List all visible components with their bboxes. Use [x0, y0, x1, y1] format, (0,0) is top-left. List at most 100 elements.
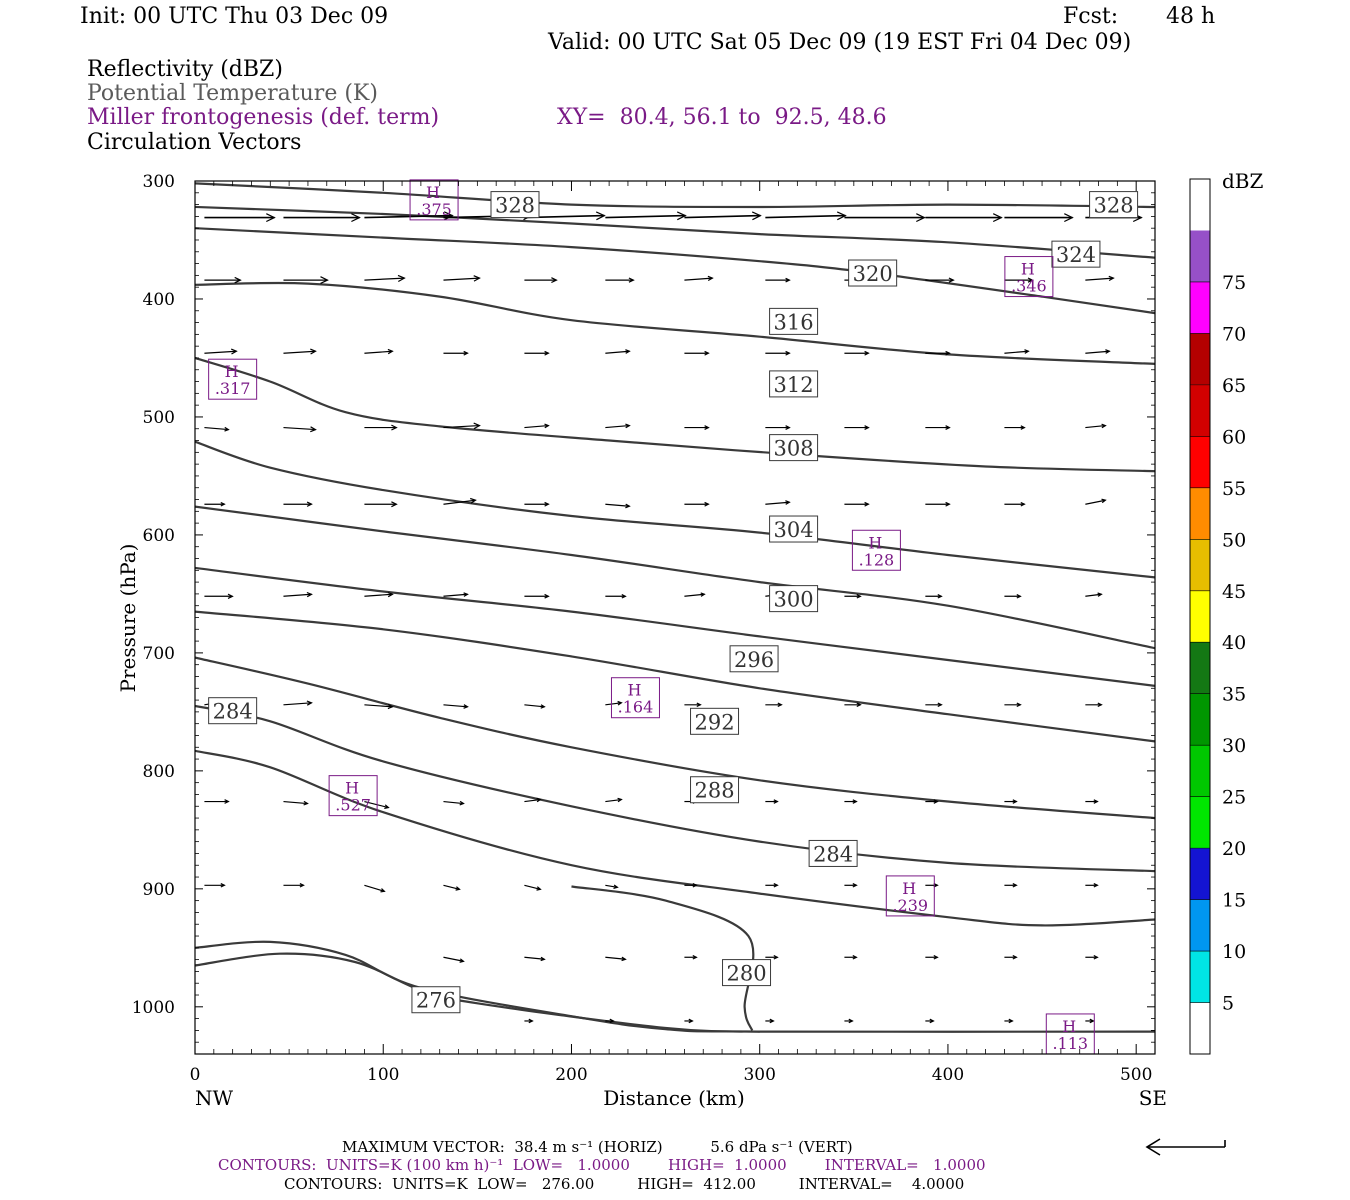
circulation-vector — [283, 883, 305, 888]
theta-label-304: 304 — [774, 518, 814, 542]
y-tick-label: 600 — [143, 526, 175, 546]
circulation-vector — [684, 592, 706, 597]
theta-label-box — [808, 839, 858, 867]
colorbar-swatch — [1190, 436, 1210, 488]
colorbar-level-label: 60 — [1222, 426, 1246, 448]
colorbar-swatch — [1190, 848, 1210, 900]
circulation-vector — [283, 501, 313, 507]
theta-label-312: 312 — [774, 373, 814, 397]
y-tick-label: 700 — [143, 644, 175, 664]
colorbar-level-label: 10 — [1222, 941, 1246, 963]
circulation-vector — [605, 423, 631, 429]
colorbar-swatch — [1190, 951, 1210, 1003]
circulation-vector — [765, 277, 791, 283]
circulation-vector — [605, 797, 623, 803]
frontogenesis-max-value: .527 — [335, 796, 371, 815]
circulation-vector — [684, 1018, 694, 1024]
circulation-vector — [844, 883, 858, 888]
theta-label-328: 328 — [495, 194, 535, 218]
colorbar-swatch — [1190, 796, 1210, 849]
colorbar-swatch — [1190, 333, 1210, 385]
circulation-vector — [204, 426, 230, 432]
circulation-vector — [204, 276, 242, 284]
colorbar-swatch — [1190, 1002, 1210, 1054]
colorbar-swatch — [1190, 487, 1210, 540]
frontogenesis-max-marker: H.317 — [208, 358, 258, 400]
circulation-vector — [684, 954, 698, 960]
circulation-vector — [1004, 277, 1034, 283]
colorbar-level-label: 45 — [1222, 581, 1246, 603]
colorbar-level-label: 5 — [1222, 993, 1234, 1015]
colorbar-level-label: 20 — [1222, 838, 1246, 860]
colorbar-swatch — [1190, 539, 1210, 591]
theta-contour-280 — [571, 885, 755, 1031]
circulation-vector — [443, 884, 461, 891]
circulation-vector — [524, 884, 542, 891]
circulation-vector — [925, 425, 951, 430]
frontogenesis-max-letter: H — [1021, 260, 1035, 279]
colorbar-level-label: 35 — [1222, 684, 1246, 706]
theta-contour-284 — [195, 749, 1155, 927]
circulation-vector — [1085, 592, 1103, 597]
colorbar-level-label: 25 — [1222, 787, 1246, 809]
y-tick-label: 900 — [143, 880, 175, 900]
circulation-vector — [1004, 213, 1074, 223]
frontogenesis-max-letter: H — [345, 779, 359, 798]
y-axis-title: Pressure (hPa) — [116, 544, 140, 693]
circulation-vector — [765, 1018, 775, 1024]
circulation-vector — [684, 425, 710, 430]
circulation-vector — [364, 348, 394, 355]
circulation-vector — [443, 704, 469, 709]
circulation-vector — [283, 426, 317, 433]
theta-label-box — [769, 434, 819, 462]
colorbar-swatch — [1190, 745, 1210, 797]
circulation-vector — [443, 350, 469, 356]
circulation-vector — [364, 274, 406, 283]
circulation-vector — [364, 424, 398, 431]
theta-contour-328 — [195, 182, 1155, 209]
colorbar-level-label: 40 — [1222, 632, 1246, 654]
circulation-vector — [364, 884, 386, 893]
theta-contour-308 — [195, 440, 1155, 579]
footer-frontogenesis-contours: CONTOURS: UNITS=K (100 km h)⁻¹ LOW= 1.00… — [218, 1156, 986, 1174]
circulation-vector — [765, 702, 783, 708]
theta-label-276: 276 — [416, 989, 456, 1013]
footer-max-vector: MAXIMUM VECTOR: 38.4 m s⁻¹ (HORIZ) 5.6 d… — [342, 1138, 853, 1156]
colorbar-level-label: 70 — [1222, 323, 1246, 345]
colorbar-swatch — [1190, 281, 1210, 334]
colorbar-swatch — [1190, 693, 1210, 746]
circulation-vector — [605, 349, 631, 354]
colorbar-swatch — [1190, 642, 1210, 694]
theta-label-296: 296 — [734, 648, 774, 672]
frontogenesis-max-letter: H — [426, 183, 440, 202]
circulation-vector — [765, 350, 791, 356]
theta-contour-300 — [195, 566, 1155, 687]
frontogenesis-max-marker: H.346 — [1004, 256, 1054, 298]
colorbar-swatch — [1190, 230, 1210, 282]
circulation-vector — [364, 211, 454, 221]
y-tick-label: 400 — [143, 290, 175, 310]
frontogenesis-max-marker: H.239 — [885, 875, 935, 917]
frontogenesis-max-letter: H — [225, 362, 239, 381]
cross-section-endpoints: XY= 80.4, 56.1 to 92.5, 48.6 — [557, 105, 887, 130]
colorbar-level-label: 75 — [1222, 272, 1246, 294]
circulation-vector — [605, 503, 631, 509]
frontogenesis-max-marker: H.527 — [328, 775, 378, 817]
circulation-vector — [1004, 1018, 1014, 1024]
circulation-vector — [443, 800, 465, 806]
theta-label-box — [769, 370, 819, 398]
circulation-vector — [684, 501, 710, 507]
circulation-vector — [1004, 349, 1030, 354]
circulation-vector — [925, 1018, 935, 1024]
circulation-vector — [283, 700, 313, 706]
circulation-vector — [283, 213, 361, 223]
circulation-vector — [925, 799, 939, 804]
circulation-vector — [925, 954, 939, 960]
circulation-vector — [524, 350, 550, 356]
x-tick-label: 300 — [743, 1065, 775, 1085]
circulation-vector — [524, 501, 550, 507]
theta-contour-316 — [195, 281, 1155, 365]
frontogenesis-max-value: .239 — [892, 896, 928, 915]
theta-label-280: 280 — [726, 962, 766, 986]
circulation-vector — [204, 799, 230, 804]
